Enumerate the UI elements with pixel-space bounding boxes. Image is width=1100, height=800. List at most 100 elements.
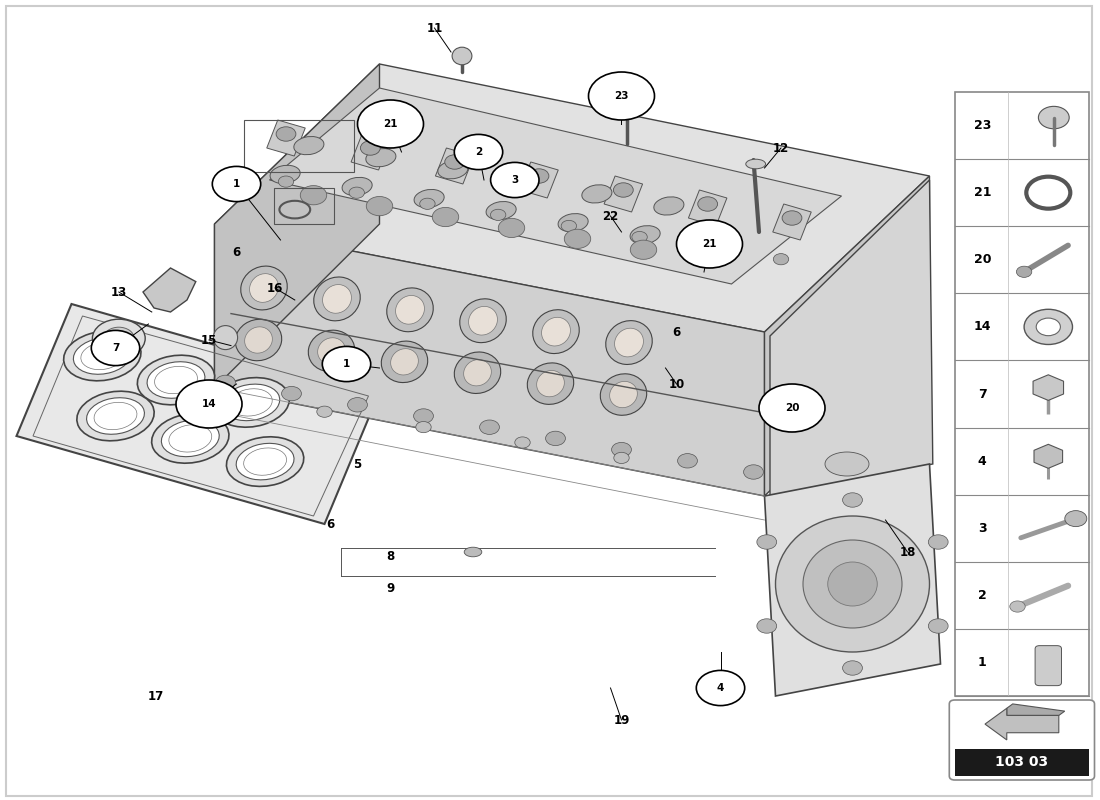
Text: 4: 4: [978, 454, 987, 468]
Ellipse shape: [241, 266, 287, 310]
Text: 1: 1: [233, 179, 240, 189]
Text: 6: 6: [232, 246, 241, 258]
Text: 13: 13: [111, 286, 126, 298]
Text: 5: 5: [353, 458, 362, 470]
Ellipse shape: [271, 166, 300, 183]
Polygon shape: [214, 224, 764, 496]
FancyBboxPatch shape: [955, 749, 1089, 776]
Text: 14: 14: [974, 320, 991, 334]
Circle shape: [103, 327, 134, 350]
Text: 3: 3: [978, 522, 987, 534]
Polygon shape: [770, 180, 933, 496]
Circle shape: [358, 100, 424, 148]
Circle shape: [678, 454, 697, 468]
Ellipse shape: [318, 338, 345, 364]
Ellipse shape: [366, 149, 396, 166]
Text: 1: 1: [343, 359, 350, 369]
Text: 21: 21: [974, 186, 991, 199]
Ellipse shape: [414, 190, 444, 208]
Ellipse shape: [77, 391, 154, 441]
Text: 6: 6: [672, 326, 681, 338]
Ellipse shape: [452, 47, 472, 65]
Ellipse shape: [294, 137, 323, 154]
Ellipse shape: [541, 318, 571, 346]
Circle shape: [1036, 318, 1060, 336]
Polygon shape: [1033, 374, 1064, 401]
Ellipse shape: [222, 384, 279, 421]
Ellipse shape: [396, 295, 425, 324]
Circle shape: [454, 134, 503, 170]
Circle shape: [614, 452, 629, 463]
Ellipse shape: [527, 363, 574, 404]
Polygon shape: [519, 162, 558, 198]
Text: 7: 7: [112, 343, 119, 353]
Circle shape: [630, 240, 657, 259]
Text: 18: 18: [900, 546, 915, 558]
Text: 23: 23: [974, 119, 991, 132]
Circle shape: [216, 375, 235, 390]
Circle shape: [480, 420, 499, 434]
Text: 21: 21: [702, 239, 717, 249]
Ellipse shape: [235, 319, 282, 361]
Ellipse shape: [464, 359, 492, 386]
Circle shape: [759, 384, 825, 432]
Ellipse shape: [322, 285, 351, 314]
Circle shape: [420, 198, 436, 210]
Circle shape: [773, 254, 789, 265]
Ellipse shape: [64, 331, 141, 381]
Circle shape: [757, 534, 777, 549]
Text: 10: 10: [669, 378, 684, 390]
FancyBboxPatch shape: [949, 700, 1094, 780]
Text: 7: 7: [978, 387, 987, 401]
Circle shape: [1024, 310, 1072, 345]
Circle shape: [498, 218, 525, 238]
Text: 9: 9: [386, 582, 395, 594]
Polygon shape: [16, 304, 379, 524]
Text: 4: 4: [717, 683, 724, 693]
Ellipse shape: [486, 202, 516, 220]
Circle shape: [432, 207, 459, 226]
Ellipse shape: [630, 226, 660, 244]
Ellipse shape: [653, 197, 684, 215]
Circle shape: [676, 220, 742, 268]
Circle shape: [92, 319, 145, 358]
Circle shape: [744, 465, 763, 479]
Ellipse shape: [138, 355, 214, 405]
Circle shape: [546, 431, 565, 446]
Circle shape: [515, 437, 530, 448]
Circle shape: [529, 169, 549, 183]
Circle shape: [278, 176, 294, 187]
Ellipse shape: [803, 540, 902, 628]
Circle shape: [444, 155, 464, 170]
Polygon shape: [436, 148, 474, 184]
Text: 8: 8: [386, 550, 395, 562]
Circle shape: [564, 230, 591, 249]
Polygon shape: [984, 708, 1059, 740]
Circle shape: [414, 409, 433, 423]
Text: 17: 17: [148, 690, 164, 702]
Polygon shape: [764, 464, 940, 696]
Circle shape: [276, 127, 296, 142]
Text: 20: 20: [974, 254, 991, 266]
Ellipse shape: [615, 328, 644, 357]
Circle shape: [491, 162, 539, 198]
Text: 15: 15: [201, 334, 217, 346]
Circle shape: [349, 187, 364, 198]
Circle shape: [348, 398, 367, 412]
Ellipse shape: [147, 362, 205, 398]
Polygon shape: [270, 88, 842, 284]
Ellipse shape: [827, 562, 878, 606]
Ellipse shape: [152, 414, 229, 463]
Ellipse shape: [454, 352, 500, 394]
Polygon shape: [764, 176, 930, 496]
Polygon shape: [214, 64, 929, 332]
Ellipse shape: [74, 338, 131, 374]
Ellipse shape: [342, 178, 372, 195]
Circle shape: [317, 406, 332, 418]
Circle shape: [757, 619, 777, 634]
Text: 21: 21: [383, 119, 398, 129]
Circle shape: [416, 422, 431, 433]
Circle shape: [631, 231, 647, 242]
Circle shape: [696, 670, 745, 706]
Circle shape: [614, 182, 634, 198]
